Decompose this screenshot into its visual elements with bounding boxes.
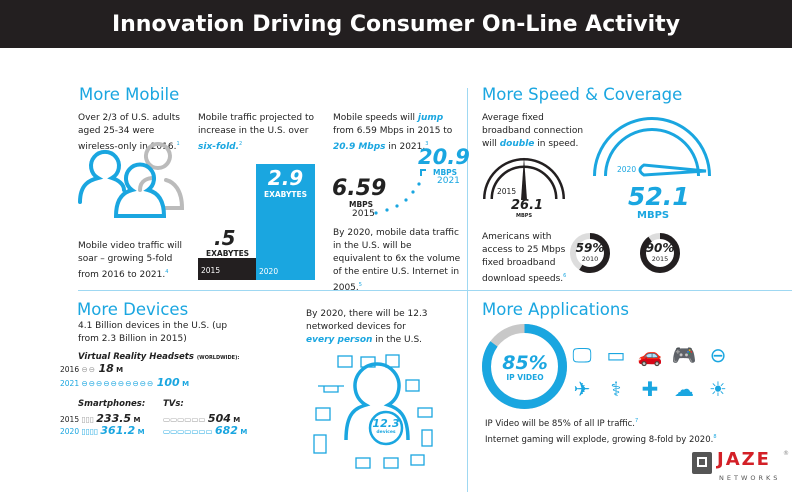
donut-2010-fill (570, 233, 610, 273)
bar-2020: 2.9 EXABYTES 2020 (256, 164, 315, 280)
section-title-devices: More Devices (77, 300, 189, 319)
networked-devices-icon (313, 354, 433, 469)
speed-dots (374, 169, 426, 215)
speed-intro: Average fixed broadband connection will … (482, 113, 584, 149)
section-title-speed: More Speed & Coverage (482, 85, 683, 104)
wireless-text: Over 2/3 of U.S. adults aged 25-34 were … (78, 113, 180, 152)
speeds-text: Mobile speeds will jump from 6.59 Mbps i… (333, 113, 453, 152)
donut-2015-fill (640, 233, 680, 273)
smart-bulb-icon: ☀ (709, 377, 727, 401)
gauge-2020-year: 2020 (617, 165, 637, 174)
speed-2021-unit: MBPS (433, 168, 458, 177)
section-title-apps: More Applications (482, 300, 629, 319)
smartphones-row-2020: 2020 ▯▯▯▯ 361.2 M (60, 424, 145, 437)
header-title: Innovation Driving Consumer On-Line Acti… (0, 0, 792, 48)
vr-headset-icon: ⊖ (709, 343, 727, 367)
video-text: Mobile video traffic will soar – growing… (78, 241, 182, 280)
tvs-row-1: ▭▭▭▭▭▭ 504 M (163, 412, 241, 425)
logo-name: JAZE (717, 449, 771, 470)
app-icons-grid: 🖵 ▭ 🚗 🎮 ⊖ ✈ ⚕ ✚ ☁ ☀ (565, 342, 755, 402)
donut-2010-label: 59% 2010 (575, 241, 605, 263)
donut-2015 (640, 233, 680, 273)
gauge-2015-unit: MBPS (516, 213, 533, 219)
gamepad-icon: 🎮 (671, 343, 697, 367)
gauge-2020-icon (593, 117, 711, 177)
donut-2015-label: 90% 2015 (645, 241, 675, 263)
badge-value: 12.3 (372, 417, 400, 430)
bar-2015: 2015 (198, 258, 256, 280)
people-icon (78, 142, 185, 218)
donut-2010 (570, 233, 610, 273)
ip-video-fill (482, 324, 567, 409)
smartphones-label: Smartphones: (78, 399, 146, 409)
speed-2021-year: 2021 (437, 176, 460, 186)
access-text: Americans with access to 25 Mbps fixed b… (482, 232, 567, 284)
gauge-2020-unit: MBPS (637, 210, 670, 221)
section-title-mobile: More Mobile (79, 85, 180, 104)
stethoscope-icon: ⚕ (610, 377, 622, 401)
speed-2015-unit: MBPS (349, 200, 374, 209)
gauge-2020-value: 52.1 (628, 182, 690, 211)
speed-2015-value: 6.59 (332, 176, 387, 201)
gauge-2015-year: 2015 (497, 187, 517, 196)
logo-sub: NETWORKS (719, 474, 781, 482)
ip-video-donut (482, 324, 567, 409)
tvs-label: TVs: (163, 399, 184, 409)
equiv-text: By 2020, mobile data traffic in the U.S.… (333, 228, 461, 293)
vr-label: Virtual Reality Headsets (WORLDWIDE): (78, 352, 240, 362)
devices-intro: 4.1 Billion devices in the U.S. (up from… (78, 321, 228, 344)
logo-registered: ® (783, 450, 789, 457)
ip-video-label: IP VIDEO (506, 373, 544, 382)
smartphones-row-2015: 2015 ▯▯▯ 233.5 M (60, 412, 141, 425)
apps-line-1: IP Video will be 85% of all IP traffic.7 (485, 418, 639, 429)
cloud-icon: ☁ (674, 377, 694, 401)
ip-video-value: 85% (502, 352, 548, 374)
speed-2015-year: 2015 (352, 209, 375, 219)
bar-2015-unit: EXABYTES (206, 249, 250, 258)
apps-line-2: Internet gaming will explode, growing 8-… (485, 434, 717, 445)
traffic-text: Mobile traffic projected to increase in … (198, 113, 315, 152)
tablet-icon: ▭ (606, 343, 626, 367)
bar-2015-value: .5 (214, 226, 236, 250)
vr-row-2021: 2021 ⊖⊖⊖⊖⊖⊖⊖⊖⊖⊖ 100 M (60, 376, 190, 389)
ambulance-icon: ✚ (641, 377, 659, 401)
tvs-row-2: ▭▭▭▭▭▭▭ 682 M (163, 424, 248, 437)
gauge-2015-value: 26.1 (511, 198, 544, 213)
drone-icon: ✈ (573, 377, 591, 401)
per-person-text: By 2020, there will be 12.3 networked de… (306, 309, 428, 345)
badge-unit: devices (376, 430, 396, 435)
speed-2021-value: 20.9 (418, 145, 470, 169)
divider-horizontal (78, 290, 792, 291)
tv-remote-icon: 🖵 (572, 343, 592, 367)
vr-row-2016: 2016 ⊖⊖ 18 M (60, 362, 124, 375)
jaze-logo-mark (692, 452, 712, 474)
connected-car-icon: 🚗 (637, 343, 663, 367)
gauge-2015-icon (483, 157, 565, 200)
